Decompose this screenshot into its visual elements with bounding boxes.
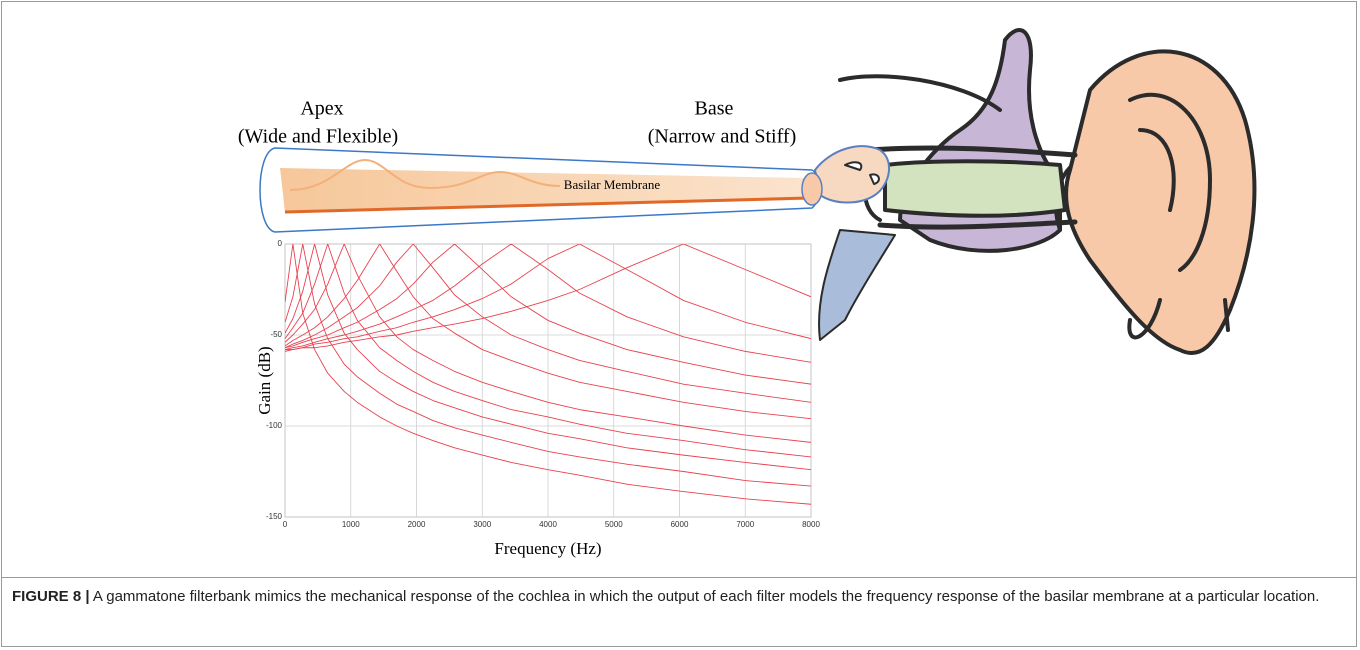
x-tick-label: 1000 [342, 520, 360, 529]
x-tick-label: 6000 [671, 520, 689, 529]
page: Apex (Wide and Flexible) Base (Narrow an… [0, 0, 1360, 650]
figure: Apex (Wide and Flexible) Base (Narrow an… [0, 0, 1360, 575]
y-tick-label: -50 [270, 330, 282, 339]
x-tick-label: 4000 [539, 520, 557, 529]
y-tick-label: 0 [278, 239, 283, 248]
x-tick-label: 0 [283, 520, 288, 529]
apex-note: (Wide and Flexible) [238, 126, 398, 148]
x-tick-label: 5000 [605, 520, 623, 529]
base-label: Base [695, 98, 734, 120]
apex-label: Apex [300, 98, 343, 120]
ear-illustration [815, 30, 1254, 353]
caption-separator [1, 577, 1357, 578]
membrane-label: Basilar Membrane [564, 177, 661, 192]
x-tick-label: 3000 [473, 520, 491, 529]
x-axis-label: Frequency (Hz) [494, 539, 601, 558]
y-tick-label: -150 [266, 512, 283, 521]
caption-text: A gammatone filterbank mimics the mechan… [93, 588, 1320, 605]
plot: 0 1000 2000 3000 4000 5000 6000 7000 8000 -150 -10… [255, 239, 821, 558]
base-note: (Narrow and Stiff) [648, 126, 796, 148]
x-tick-label: 2000 [408, 520, 426, 529]
y-tick-label: -100 [266, 421, 283, 430]
y-axis-label: Gain (dB) [255, 346, 274, 414]
oval-window [802, 173, 822, 205]
x-tick-label: 8000 [802, 520, 820, 529]
caption: FIGURE 8 | A gammatone filterbank mimics… [12, 586, 1342, 608]
caption-label: FIGURE 8 | [12, 588, 90, 605]
x-tick-label: 7000 [736, 520, 754, 529]
